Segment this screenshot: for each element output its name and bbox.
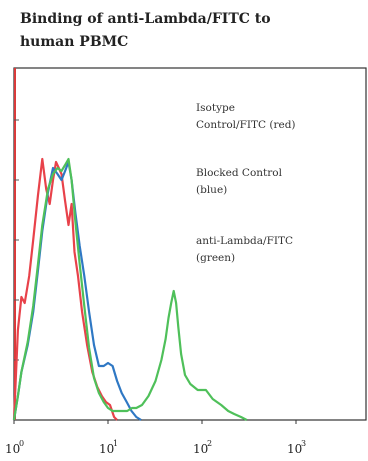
- legend-entry-blocked: Blocked Control (blue): [196, 165, 346, 199]
- x-axis-ticks: 100 101 102 103: [5, 420, 306, 456]
- legend-blocked-line-2: (blue): [196, 184, 228, 196]
- chart-title: Binding of anti-Lambda/FITC to human PBM…: [20, 8, 360, 54]
- x-tick-exponent: 1: [113, 439, 118, 448]
- legend-entry-anti-lambda: anti-Lambda/FITC (green): [196, 233, 346, 267]
- series-layer: [12, 157, 248, 421]
- x-tick-label: 10: [287, 442, 302, 456]
- chart-title-line-2: human PBMC: [20, 34, 129, 50]
- x-tick-label: 10: [5, 442, 20, 456]
- plot-axes: [13, 67, 367, 421]
- legend-isotype-line-1: Isotype: [196, 102, 235, 114]
- chart-title-line-1: Binding of anti-Lambda/FITC to: [20, 11, 271, 27]
- legend-anti-lambda-line-2: (green): [196, 252, 236, 264]
- legend-entry-isotype: Isotype Control/FITC (red): [196, 100, 346, 134]
- x-tick-label: 10: [99, 442, 114, 456]
- x-tick-label: 10: [193, 442, 208, 456]
- legend-blocked-line-1: Blocked Control: [196, 167, 282, 179]
- x-tick-exponent: 0: [19, 439, 24, 448]
- series-line-blocked-control: [12, 160, 142, 421]
- series-line-anti-lambda: [12, 157, 248, 421]
- x-tick-exponent: 2: [207, 439, 212, 448]
- legend-isotype-line-2: Control/FITC (red): [196, 119, 296, 131]
- legend-anti-lambda-line-1: anti-Lambda/FITC: [196, 235, 294, 247]
- series-line-isotype-control: [12, 157, 118, 421]
- x-tick-exponent: 3: [301, 439, 306, 448]
